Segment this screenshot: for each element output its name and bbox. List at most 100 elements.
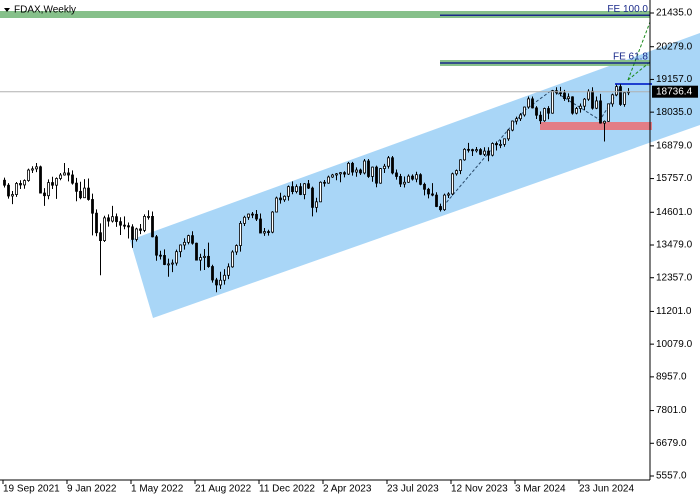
fibo-label: FE 100.0 (607, 4, 648, 15)
candle-body (47, 182, 50, 197)
candle-body (619, 86, 622, 105)
candle-body (335, 173, 338, 176)
candle-body (503, 138, 506, 145)
y-tick-label: 15757.0 (656, 173, 693, 184)
candle-body (259, 218, 262, 234)
candle-body (295, 186, 298, 193)
candle-body (67, 172, 70, 176)
candle-body (567, 96, 570, 99)
candle-body (163, 255, 166, 265)
candle-body (459, 159, 462, 172)
candle-body (595, 100, 598, 109)
candle-body (263, 231, 266, 234)
candle-body (235, 245, 238, 253)
candle-body (467, 148, 470, 151)
x-tick-label: 1 May 2022 (131, 484, 184, 495)
candle-body (27, 169, 30, 181)
candle-body (355, 169, 358, 173)
candle-body (327, 176, 330, 184)
candle-body (131, 226, 134, 240)
candle-body (255, 213, 258, 220)
candle-body (439, 206, 442, 211)
candle-body (559, 92, 562, 95)
y-tick-label: 14601.0 (656, 207, 693, 218)
candle-body (391, 157, 394, 174)
current-price-label: 18736.4 (656, 86, 693, 97)
candle-body (159, 254, 162, 257)
candle-body (195, 242, 198, 261)
candle-body (519, 114, 522, 120)
candle-body (471, 149, 474, 152)
x-tick-label: 19 Sep 2021 (3, 484, 60, 495)
candle-body (171, 262, 174, 265)
candle-body (307, 183, 310, 189)
x-tick-label: 12 Nov 2023 (451, 484, 508, 495)
candle-body (495, 143, 498, 146)
candle-body (15, 183, 18, 195)
candle-body (347, 162, 350, 175)
candle-body (491, 143, 494, 156)
candle-body (3, 179, 6, 186)
candle-body (199, 257, 202, 261)
y-tick-label: 16879.0 (656, 140, 693, 151)
candle-body (343, 172, 346, 175)
candle-body (487, 150, 490, 156)
trend-channel (130, 33, 700, 318)
candle-body (147, 215, 150, 218)
y-tick-label: 10079.0 (656, 339, 693, 350)
candle-body (107, 217, 110, 222)
candle-body (399, 176, 402, 185)
candle-body (51, 182, 54, 186)
candle-body (251, 213, 254, 216)
candle-body (511, 120, 514, 131)
candle-body (211, 266, 214, 281)
candle-body (87, 187, 90, 200)
candle-body (367, 160, 370, 177)
candle-body (55, 178, 58, 186)
candle-body (403, 181, 406, 185)
candle-body (375, 166, 378, 184)
candle-body (11, 194, 14, 197)
candle-body (71, 174, 74, 184)
candle-body (623, 92, 626, 105)
candle-body (99, 232, 102, 241)
candle-body (423, 183, 426, 190)
candle-body (611, 94, 614, 105)
candle-body (463, 148, 466, 161)
candle-body (139, 228, 142, 231)
y-tick-label: 8957.0 (656, 372, 687, 383)
candle-body (539, 114, 542, 122)
candle-body (579, 105, 582, 109)
candle-body (215, 279, 218, 286)
candle-body (575, 108, 578, 114)
target-band (0, 11, 650, 18)
candle-body (315, 201, 318, 208)
menu-triangle[interactable] (4, 8, 10, 12)
candle-body (39, 166, 42, 194)
y-tick-label: 18035.0 (656, 107, 693, 118)
candle-body (411, 175, 414, 180)
candle-body (395, 172, 398, 177)
candle-body (563, 92, 566, 99)
candle-body (267, 231, 270, 233)
candle-body (239, 222, 242, 246)
candle-body (63, 172, 66, 176)
candle-body (427, 188, 430, 195)
candle-body (379, 168, 382, 184)
candle-body (187, 235, 190, 243)
x-tick-label: 2 Apr 2023 (323, 484, 372, 495)
candle-body (207, 255, 210, 267)
y-tick-label: 7801.0 (656, 405, 687, 416)
candle-body (231, 251, 234, 268)
candle-body (123, 224, 126, 227)
candle-body (79, 190, 82, 199)
candle-body (91, 199, 94, 214)
candle-body (615, 86, 618, 96)
candle-body (599, 100, 602, 124)
y-tick-label: 21435.0 (656, 8, 693, 19)
candle-body (479, 149, 482, 155)
x-tick-label: 9 Jan 2022 (67, 484, 117, 495)
overlay: 18736.4 FE 100.0 FE 61.8 (0, 4, 698, 98)
candle-body (607, 103, 610, 122)
